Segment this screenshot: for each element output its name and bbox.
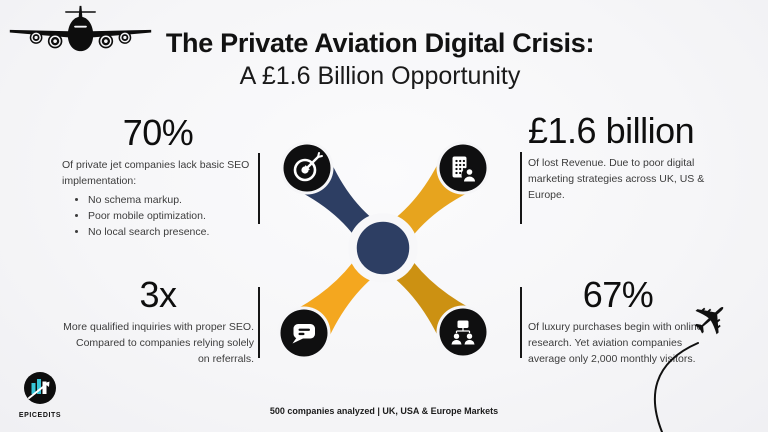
title-line-2: A £1.6 Billion Opportunity — [239, 62, 521, 90]
stat-bullets-seo: No schema markup. Poor mobile optimizati… — [88, 192, 254, 241]
flight-trail — [653, 342, 699, 432]
stat-desc-seo: Of private jet companies lack basic SEO … — [62, 159, 250, 187]
stat-block-seo: 70% Of private jet companies lack basic … — [62, 112, 254, 240]
stat-block-research: 67% Of luxury purchases begin with onlin… — [528, 274, 708, 367]
page-title: The Private Aviation Digital Crisis: A £… — [120, 28, 640, 91]
stat-block-revenue: £1.6 billion Of lost Revenue. Due to poo… — [528, 110, 708, 203]
stat-value-research: 67% — [582, 274, 654, 315]
logo-icon — [24, 372, 56, 404]
stat-block-inquiries: 3x More qualified inquiries with proper … — [62, 274, 254, 367]
airliner-front-icon — [9, 5, 152, 52]
bullet-item: Poor mobile optimization. — [88, 208, 254, 224]
target-icon — [280, 141, 334, 195]
chat-icon — [277, 306, 331, 360]
logo-text: EPICEDITS — [18, 412, 62, 419]
center-x-diagram — [277, 141, 490, 360]
engines — [29, 31, 132, 49]
org-chart-icon — [436, 305, 490, 359]
divider-line — [520, 152, 522, 224]
brand-logo: EPICEDITS — [12, 370, 68, 419]
bullet-item: No schema markup. — [88, 192, 254, 208]
building-contact-icon — [436, 141, 490, 195]
bullet-item: No local search presence. — [88, 224, 254, 240]
stat-desc-research: Of luxury purchases begin with online re… — [528, 321, 703, 365]
divider-line — [258, 287, 260, 358]
footer-note: 500 companies analyzed | UK, USA & Europ… — [269, 406, 499, 416]
stat-desc-revenue: Of lost Revenue. Due to poor digital mar… — [528, 157, 705, 201]
stat-desc-inquiries: More qualified inquiries with proper SEO… — [63, 321, 254, 365]
center-hub — [348, 213, 418, 283]
divider-line — [520, 287, 522, 358]
divider-line — [258, 153, 260, 224]
stat-value-revenue: £1.6 billion — [528, 110, 695, 151]
stat-value-seo: 70% — [122, 112, 194, 153]
stat-value-inquiries: 3x — [139, 274, 177, 315]
title-line-1: The Private Aviation Digital Crisis: — [165, 28, 595, 58]
